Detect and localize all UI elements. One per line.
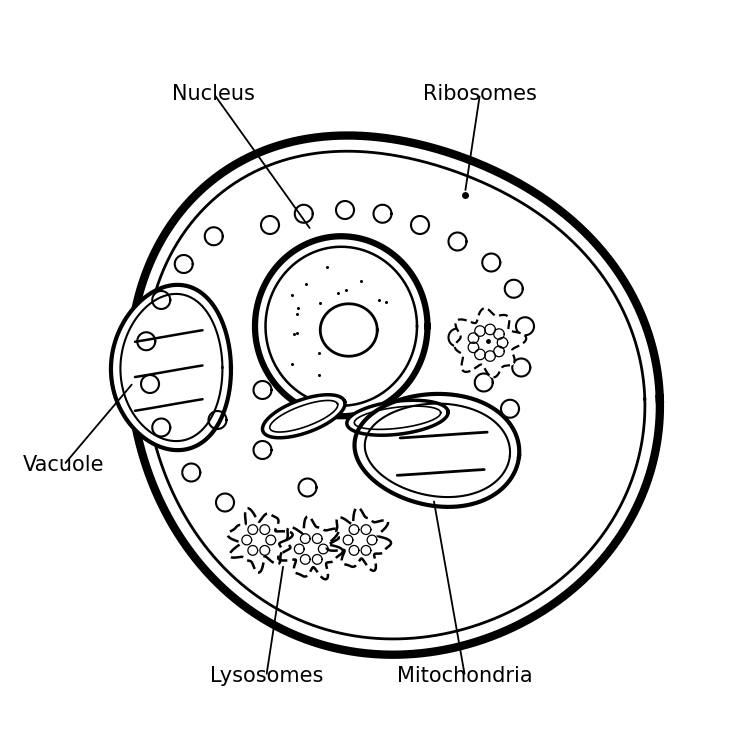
Polygon shape	[374, 205, 392, 223]
Polygon shape	[209, 411, 226, 429]
Polygon shape	[298, 478, 316, 496]
Polygon shape	[182, 464, 200, 482]
Polygon shape	[254, 381, 272, 399]
Polygon shape	[505, 280, 523, 298]
Polygon shape	[411, 216, 429, 234]
Polygon shape	[475, 374, 493, 392]
Polygon shape	[130, 136, 660, 655]
Text: Ribosomes: Ribosomes	[423, 84, 537, 104]
Polygon shape	[137, 332, 155, 350]
Polygon shape	[512, 358, 530, 376]
Polygon shape	[262, 394, 345, 438]
Text: Nucleus: Nucleus	[172, 84, 255, 104]
Polygon shape	[327, 508, 391, 571]
Polygon shape	[355, 394, 519, 507]
Polygon shape	[152, 419, 170, 436]
Text: Lysosomes: Lysosomes	[209, 667, 323, 686]
Polygon shape	[454, 308, 526, 377]
Polygon shape	[261, 216, 279, 234]
Polygon shape	[175, 255, 193, 273]
Polygon shape	[205, 227, 223, 245]
Polygon shape	[255, 236, 428, 416]
Polygon shape	[152, 291, 170, 309]
Polygon shape	[501, 400, 519, 418]
Polygon shape	[320, 304, 377, 356]
Polygon shape	[448, 328, 466, 346]
Polygon shape	[346, 400, 448, 435]
Polygon shape	[216, 494, 234, 512]
Polygon shape	[141, 375, 159, 393]
Text: Mitochondria: Mitochondria	[398, 667, 532, 686]
Polygon shape	[111, 285, 231, 450]
Polygon shape	[516, 317, 534, 335]
Polygon shape	[295, 205, 313, 223]
Polygon shape	[278, 517, 343, 579]
Polygon shape	[254, 441, 272, 459]
Polygon shape	[336, 201, 354, 219]
Text: Vacuole: Vacuole	[23, 455, 104, 475]
Polygon shape	[482, 254, 500, 272]
Polygon shape	[448, 232, 466, 250]
Polygon shape	[228, 509, 292, 573]
